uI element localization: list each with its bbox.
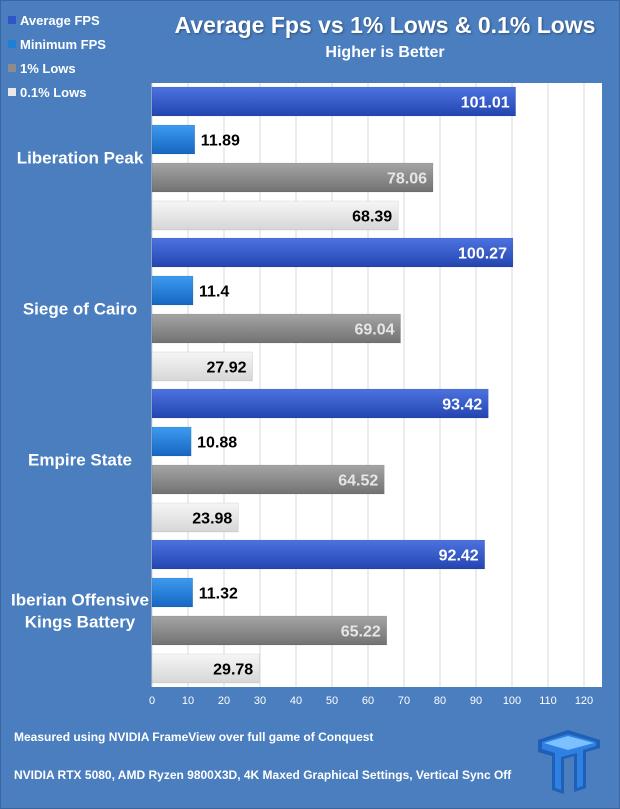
category-label: Liberation Peak [17,149,144,168]
bar-1-lows [151,162,434,193]
legend-label-average-fps: Average FPS [20,12,100,28]
chart-subtitle: Higher is Better [325,44,445,61]
footer-methodology: Measured using NVIDIA FrameView over ful… [14,730,374,744]
legend-label-minimum-fps: Minimum FPS [20,36,106,52]
tweaktown-logo-icon [538,730,600,794]
chart-title: Average Fps vs 1% Lows & 0.1% Lows [174,12,596,38]
bar-1-lows [151,313,401,344]
bar-value-label: 11.89 [201,133,240,150]
bar-minimum-fps [151,577,194,608]
category-label: Iberian Offensive [11,591,149,610]
bar-value-label: 92.42 [439,548,479,565]
bar-value-label: 11.4 [199,284,229,301]
bar-01-lows [151,502,239,533]
bar-01-lows [151,653,260,684]
bar-value-label: 68.39 [352,209,392,226]
bar-minimum-fps [151,426,192,457]
bar-value-label: 78.06 [387,171,427,188]
legend-swatch-minimum-fps [8,40,16,48]
legend-item-01-lows: 0.1% Lows [8,80,148,104]
x-tick-label: 120 [575,695,593,707]
legend-swatch-1-lows [8,64,16,72]
category-label: Siege of Cairo [23,300,137,319]
x-tick-label: 0 [149,695,155,707]
x-tick-label: 50 [326,695,338,707]
bar-value-label: 11.32 [199,586,238,603]
bar-average-fps [151,539,485,570]
bar-minimum-fps [151,275,194,306]
bar-value-label: 93.42 [442,397,482,414]
bar-value-label: 64.52 [338,473,378,490]
category-label: Kings Battery [25,613,136,632]
bar-value-label: 101.01 [461,95,510,112]
legend-item-average-fps: Average FPS [8,8,148,32]
legend-item-1-lows: 1% Lows [8,56,148,80]
x-tick-label: 100 [503,695,521,707]
x-tick-label: 110 [539,695,557,707]
legend-swatch-average-fps [8,16,16,24]
legend-label-1-lows: 1% Lows [20,60,76,76]
bar-1-lows [151,615,388,646]
bar-value-label: 69.04 [354,322,394,339]
x-tick-label: 70 [398,695,410,707]
bar-average-fps [151,237,514,268]
bar-01-lows [151,351,253,382]
x-tick-label: 20 [218,695,230,707]
x-tick-label: 60 [362,695,374,707]
bar-value-label: 23.98 [192,511,232,528]
bar-chart: 0 10 20 30 40 50 60 70 80 90 100 110 120 Liberation P… [11,83,602,707]
bar-value-label: 27.92 [206,360,246,377]
bar-minimum-fps [151,124,196,155]
legend-swatch-01-lows [8,88,16,96]
bar-value-label: 100.27 [458,246,507,263]
bar-1-lows [151,464,385,495]
bar-value-label: 10.88 [197,435,237,452]
legend-label-01-lows: 0.1% Lows [20,84,87,100]
bar-average-fps [151,388,489,419]
x-tick-label: 40 [290,695,302,707]
category-label: Empire State [28,451,132,470]
x-tick-label: 90 [470,695,482,707]
x-tick-label: 30 [254,695,266,707]
bar-average-fps [151,86,516,117]
bar-value-label: 65.22 [341,624,381,641]
x-tick-label: 80 [434,695,446,707]
footer-system-specs: NVIDIA RTX 5080, AMD Ryzen 9800X3D, 4K M… [14,768,512,782]
bar-value-label: 29.78 [213,662,253,679]
x-tick-label: 10 [182,695,194,707]
legend-item-minimum-fps: Minimum FPS [8,32,148,56]
legend: Average FPS Minimum FPS 1% Lows 0.1% Low… [8,8,148,104]
bar-01-lows [151,200,399,231]
